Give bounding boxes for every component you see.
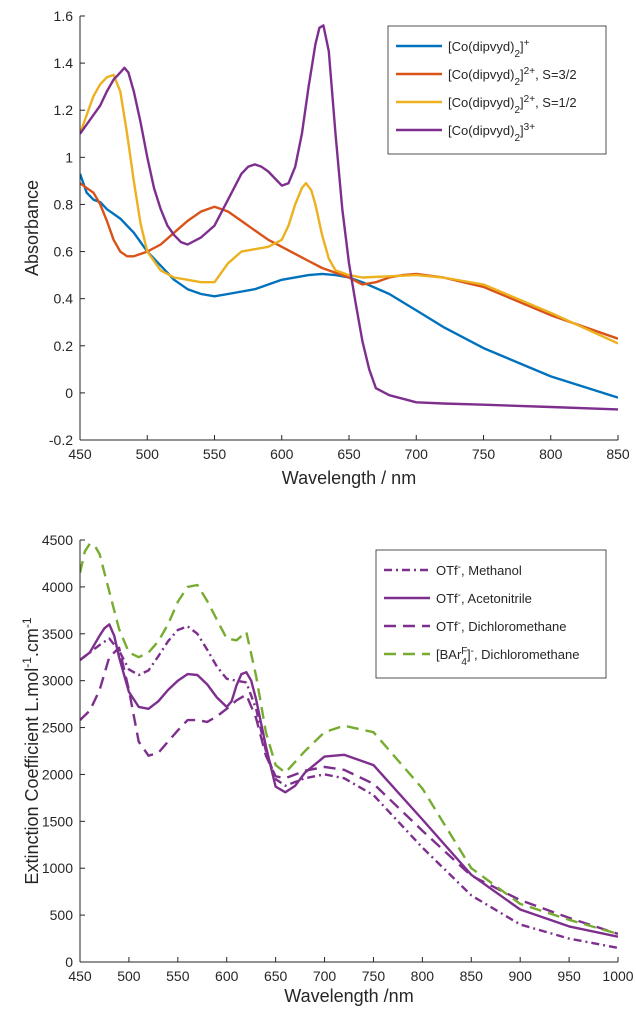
legend-entry-0: [Co(dipvyd)2]+ (448, 38, 530, 60)
x-tick-label: 450 (68, 446, 92, 462)
x-tick-label: 700 (405, 446, 429, 462)
x-tick-label: 500 (117, 968, 141, 984)
y-axis-label: Absorbance (22, 180, 42, 276)
legend: OTf-, Methanol OTf-, Acetonitrile OTf-, Di… (375, 549, 607, 679)
y-tick-label: 500 (50, 907, 74, 923)
x-tick-label: 850 (606, 446, 630, 462)
legend-entry-3: [Co(dipvyd)2]3+ (448, 122, 535, 144)
y-tick-label: 3000 (42, 673, 73, 689)
x-tick-label: 950 (557, 968, 581, 984)
y-tick-label: 0 (65, 385, 73, 401)
x-tick-label: 650 (264, 968, 288, 984)
y-tick-label: 1.6 (54, 8, 74, 24)
x-tick-label: 450 (68, 968, 92, 984)
y-tick-label: 1000 (42, 860, 73, 876)
y-tick-label: 4000 (42, 579, 73, 595)
x-tick-label: 500 (136, 446, 160, 462)
series-group (80, 24, 618, 411)
extinction-chart: 450 500 550 600 650 700 750 800 850 900 950 1000 0 50… (20, 532, 634, 1006)
series-line-0 (80, 625, 618, 950)
x-tick-label: 800 (539, 446, 563, 462)
x-tick-label: 550 (203, 446, 227, 462)
y-tick-label: 2000 (42, 766, 73, 782)
y-tick-label: 4500 (42, 532, 73, 548)
series-line-3 (80, 24, 618, 411)
y-tick-label: 0.2 (54, 338, 74, 354)
x-tick-label: 600 (270, 446, 294, 462)
x-tick-label: 700 (313, 968, 337, 984)
legend-entry-2: OTf-, Dichloromethane (436, 618, 567, 635)
x-tick-label: 650 (337, 446, 361, 462)
y-tick-label: 0 (65, 954, 73, 970)
legend-box (387, 25, 607, 155)
y-tick-label: 2500 (42, 720, 73, 736)
y-tick-label: 0.8 (54, 196, 74, 212)
legend-entry-1: OTf-, Acetonitrile (436, 590, 532, 607)
y-tick-label: 1500 (42, 813, 73, 829)
y-axis-label: Extinction Coefficient L.mol-1.cm-1 (20, 617, 42, 884)
x-axis-label: Wavelength / nm (282, 468, 416, 488)
absorbance-chart: 450 500 550 600 650 700 750 800 850 -0.2 0 0.2 0.4 0.… (22, 8, 630, 488)
x-tick-label: 1000 (602, 968, 633, 984)
series-line-2 (80, 73, 618, 345)
x-tick-label: 850 (460, 968, 484, 984)
series-line-0 (80, 173, 618, 399)
y-tick-label: 1 (65, 149, 73, 165)
x-tick-label: 800 (411, 968, 435, 984)
series-group (80, 542, 618, 950)
legend-box (375, 549, 607, 679)
y-tick-label: 1.4 (54, 55, 74, 71)
legend-entry-0: OTf-, Methanol (436, 562, 522, 579)
series-line-3 (80, 542, 618, 936)
series-line-2 (80, 646, 618, 936)
legend-entry-2: [Co(dipvyd)2]2+, S=1/2 (448, 94, 577, 116)
x-tick-label: 750 (472, 446, 496, 462)
y-tick-label: 3500 (42, 626, 73, 642)
series-line-1 (80, 623, 618, 938)
legend: [Co(dipvyd)2]+ [Co(dipvyd)2]2+, S=3/2 [Co(… (387, 25, 607, 155)
legend-entry-1: [Co(dipvyd)2]2+, S=3/2 (448, 66, 577, 88)
x-tick-label: 750 (362, 968, 386, 984)
x-tick-label: 550 (166, 968, 190, 984)
y-tick-label: 0.6 (54, 244, 74, 260)
y-tick-label: 1.2 (54, 102, 74, 118)
legend-entry-3: [BArF 4]-, Dichloromethane (436, 646, 579, 668)
y-tick-label: -0.2 (49, 432, 73, 448)
x-tick-label: 900 (509, 968, 533, 984)
y-tick-label: 0.4 (54, 291, 74, 307)
x-tick-label: 600 (215, 968, 239, 984)
x-axis-label: Wavelength /nm (284, 986, 413, 1006)
